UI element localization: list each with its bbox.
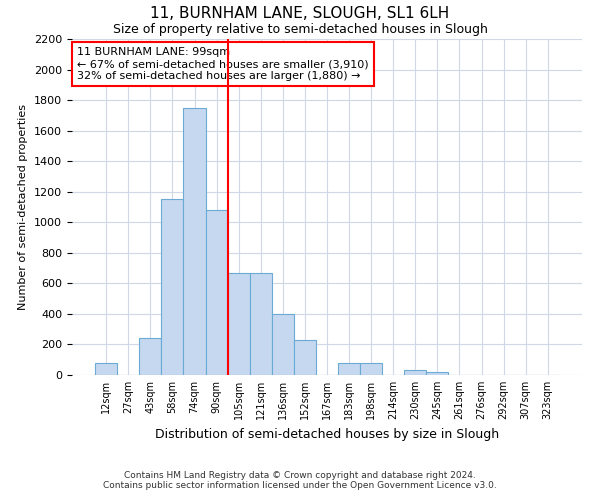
- Bar: [404, 370, 427, 375]
- Text: 11, BURNHAM LANE, SLOUGH, SL1 6LH: 11, BURNHAM LANE, SLOUGH, SL1 6LH: [151, 6, 449, 20]
- Bar: [95, 363, 117, 375]
- Bar: [206, 210, 227, 375]
- X-axis label: Distribution of semi-detached houses by size in Slough: Distribution of semi-detached houses by …: [155, 428, 499, 440]
- Text: 11 BURNHAM LANE: 99sqm
← 67% of semi-detached houses are smaller (3,910)
32% of : 11 BURNHAM LANE: 99sqm ← 67% of semi-det…: [77, 48, 369, 80]
- Y-axis label: Number of semi-detached properties: Number of semi-detached properties: [19, 104, 28, 310]
- Bar: [427, 372, 448, 375]
- Bar: [360, 363, 382, 375]
- Bar: [338, 363, 360, 375]
- Bar: [184, 108, 206, 375]
- Text: Contains HM Land Registry data © Crown copyright and database right 2024.
Contai: Contains HM Land Registry data © Crown c…: [103, 470, 497, 490]
- Bar: [294, 340, 316, 375]
- Bar: [139, 338, 161, 375]
- Bar: [250, 272, 272, 375]
- Text: Size of property relative to semi-detached houses in Slough: Size of property relative to semi-detach…: [113, 22, 487, 36]
- Bar: [227, 272, 250, 375]
- Bar: [272, 314, 294, 375]
- Bar: [161, 200, 184, 375]
